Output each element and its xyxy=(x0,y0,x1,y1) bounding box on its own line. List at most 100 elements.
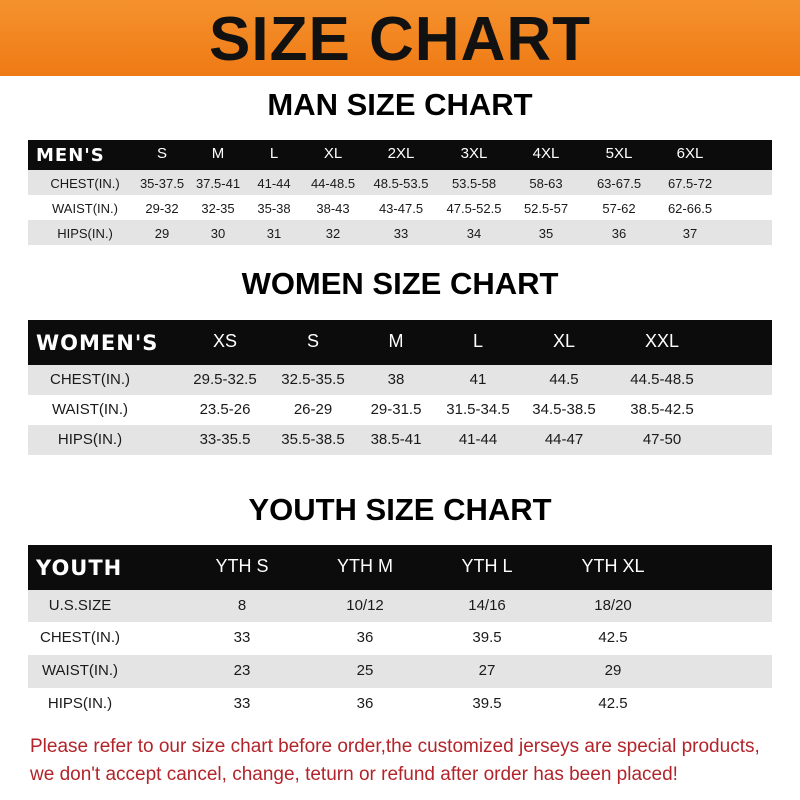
measure-label-cell: CHEST(IN.) xyxy=(50,371,130,388)
size-header-cell: XXL xyxy=(644,331,680,351)
size-header-cell: 3XL xyxy=(460,145,488,162)
table-header-row: WOMEN'S XS S M L XL XXL xyxy=(28,320,772,365)
table-cell: 32-35 xyxy=(201,201,235,216)
measure-label-cell: HIPS(IN.) xyxy=(57,226,113,241)
table-cell: 36 xyxy=(611,226,627,241)
measure-label-cell: HIPS(IN.) xyxy=(47,695,113,712)
table-cell: 31.5-34.5 xyxy=(446,401,510,418)
table-cell: 36 xyxy=(356,629,374,646)
size-header-cell: L xyxy=(269,145,279,162)
measure-label-cell: HIPS(IN.) xyxy=(57,431,123,448)
table-cell: 33 xyxy=(393,226,409,241)
table-cell: 10/12 xyxy=(346,597,384,614)
table-title-cell: WOMEN'S xyxy=(36,331,159,355)
table-cell: 23 xyxy=(233,662,251,679)
table-cell: 44-48.5 xyxy=(310,176,356,191)
table-header-row: YOUTH YTH S YTH M YTH L YTH XL xyxy=(28,545,772,590)
footer-notice-line-1: Please refer to our size chart before or… xyxy=(30,736,760,757)
table-cell: 58-63 xyxy=(529,176,563,191)
table-cell: 53.5-58 xyxy=(451,176,497,191)
measure-label-cell: U.S.SIZE xyxy=(48,597,112,614)
table-cell: 26-29 xyxy=(293,401,333,418)
table-cell: 31 xyxy=(266,226,282,241)
table-cell: 18/20 xyxy=(594,597,632,614)
table-cell: 32 xyxy=(325,226,341,241)
table-cell: 47-50 xyxy=(642,431,682,448)
table-cell: 44.5 xyxy=(549,371,579,388)
table-cell: 38.5-41 xyxy=(370,431,422,448)
measure-label-cell: WAIST(IN.) xyxy=(51,401,129,418)
table-cell: 42.5 xyxy=(598,629,628,646)
table-cell: 23.5-26 xyxy=(199,401,251,418)
table-row: HIPS(IN.) 33-35.5 35.5-38.5 38.5-41 41-44 44-… xyxy=(28,425,772,455)
table-cell: 8 xyxy=(237,597,247,614)
size-header-cell: XS xyxy=(212,331,238,351)
table-cell: 47.5-52.5 xyxy=(446,201,502,216)
table-row: CHEST(IN.) 29.5-32.5 32.5-35.5 38 41 44.5 44.5… xyxy=(28,365,772,395)
table-cell: 39.5 xyxy=(472,695,502,712)
measure-label-cell: WAIST(IN.) xyxy=(52,201,118,216)
table-cell: 33-35.5 xyxy=(199,431,251,448)
table-cell: 27 xyxy=(478,662,496,679)
table-cell: 41-44 xyxy=(458,431,498,448)
size-header-cell: 4XL xyxy=(532,145,560,162)
measure-label-cell: CHEST(IN.) xyxy=(40,629,120,646)
table-row: WAIST(IN.) 23.5-26 26-29 29-31.5 31.5-34.5 34… xyxy=(28,395,772,425)
table-cell: 29 xyxy=(604,662,622,679)
table-row: U.S.SIZE 8 10/12 14/16 18/20 xyxy=(28,590,772,622)
table-cell: 29-32 xyxy=(145,201,179,216)
table-cell: 44-47 xyxy=(544,431,584,448)
size-header-cell: XL xyxy=(552,331,576,351)
size-header-cell: YTH L xyxy=(461,556,513,576)
size-header-cell: 2XL xyxy=(387,145,415,162)
size-header-cell: S xyxy=(306,331,320,351)
table-row: CHEST(IN.) 33 36 39.5 42.5 xyxy=(28,622,772,655)
size-header-cell: YTH M xyxy=(337,556,393,576)
table-cell: 35 xyxy=(538,226,554,241)
table-title-cell: MEN'S xyxy=(36,145,105,166)
table-cell: 38.5-42.5 xyxy=(630,401,694,418)
banner: SIZE CHART xyxy=(0,0,800,76)
table-cell: 33 xyxy=(233,629,251,646)
size-header-cell: M xyxy=(388,331,404,351)
table-cell: 57-62 xyxy=(602,201,636,216)
table-row: WAIST(IN.) 29-32 32-35 35-38 38-43 43-47.5 47.… xyxy=(28,195,772,220)
table-cell: 63-67.5 xyxy=(596,176,642,191)
youth-heading: YOUTH SIZE CHART xyxy=(248,492,552,527)
table-cell: 37.5-41 xyxy=(195,176,241,191)
table-cell: 67.5-72 xyxy=(667,176,713,191)
banner-title: SIZE CHART xyxy=(209,5,591,74)
measure-label-cell: CHEST(IN.) xyxy=(50,176,120,191)
size-header-cell: M xyxy=(211,145,225,162)
table-cell: 32.5-35.5 xyxy=(281,371,345,388)
table-cell: 36 xyxy=(356,695,374,712)
table-row: WAIST(IN.) 23 25 27 29 xyxy=(28,655,772,688)
table-cell: 38-43 xyxy=(316,201,350,216)
table-cell: 29.5-32.5 xyxy=(193,371,257,388)
table-cell: 39.5 xyxy=(472,629,502,646)
table-cell: 42.5 xyxy=(598,695,628,712)
table-cell: 35-37.5 xyxy=(139,176,185,191)
footer-notice-line-2: we don't accept cancel, change, teturn o… xyxy=(30,764,678,785)
table-cell: 62-66.5 xyxy=(667,201,713,216)
table-cell: 38 xyxy=(387,371,405,388)
table-row: HIPS(IN.) 33 36 39.5 42.5 xyxy=(28,688,772,719)
table-cell: 41 xyxy=(469,371,487,388)
table-title-cell: YOUTH xyxy=(36,556,123,580)
table-cell: 48.5-53.5 xyxy=(373,176,429,191)
women-heading: WOMEN SIZE CHART xyxy=(241,266,559,301)
table-cell: 34.5-38.5 xyxy=(532,401,596,418)
table-cell: 14/16 xyxy=(468,597,506,614)
size-header-cell: YTH S xyxy=(215,556,269,576)
men-heading: MAN SIZE CHART xyxy=(267,87,533,122)
table-cell: 25 xyxy=(356,662,374,679)
size-header-cell: S xyxy=(156,145,168,162)
table-row: CHEST(IN.) 35-37.5 37.5-41 41-44 44-48.5 48.5… xyxy=(28,170,772,195)
table-cell: 35-38 xyxy=(257,201,291,216)
table-row: HIPS(IN.) 29 30 31 32 33 34 35 36 37 xyxy=(28,220,772,245)
table-cell: 43-47.5 xyxy=(378,201,424,216)
size-header-cell: L xyxy=(472,331,484,351)
size-header-cell: 5XL xyxy=(605,145,633,162)
table-cell: 41-44 xyxy=(257,176,291,191)
size-header-cell: YTH XL xyxy=(581,556,645,576)
